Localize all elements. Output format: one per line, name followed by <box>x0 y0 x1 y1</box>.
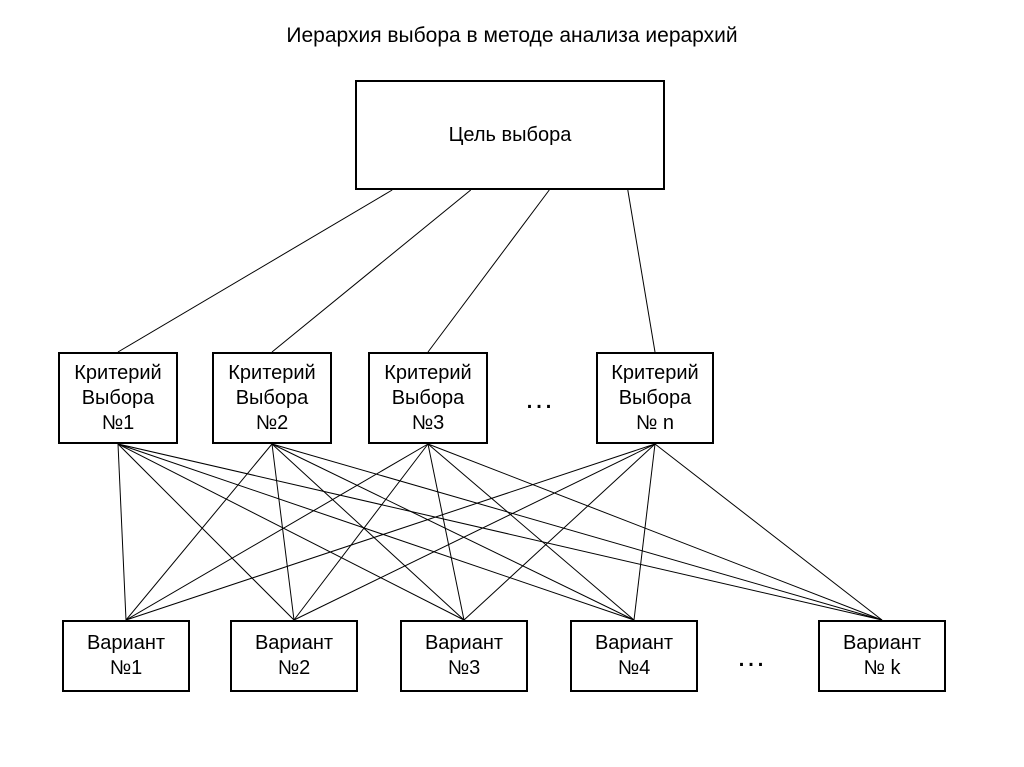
criterion-node: Критерий Выбора №1 <box>58 352 178 444</box>
variant-label: Вариант № k <box>843 631 921 681</box>
variant-node: Вариант №1 <box>62 620 190 692</box>
criterion-label: Критерий Выбора №2 <box>228 361 315 436</box>
criterion-node: Критерий Выбора №3 <box>368 352 488 444</box>
goal-label: Цель выбора <box>449 123 572 148</box>
variant-node: Вариант № k <box>818 620 946 692</box>
variant-label: Вариант №3 <box>425 631 503 681</box>
goal-node: Цель выбора <box>355 80 665 190</box>
variant-label: Вариант №2 <box>255 631 333 681</box>
criterion-label: Критерий Выбора №1 <box>74 361 161 436</box>
criterion-node: Критерий Выбора № n <box>596 352 714 444</box>
variant-label: Вариант №4 <box>595 631 673 681</box>
criterion-label: Критерий Выбора № n <box>611 361 698 436</box>
ellipsis-icon: … <box>524 382 558 416</box>
variant-node: Вариант №2 <box>230 620 358 692</box>
criterion-node: Критерий Выбора №2 <box>212 352 332 444</box>
diagram-stage: Иерархия выбора в методе анализа иерархи… <box>0 0 1024 767</box>
variant-node: Вариант №4 <box>570 620 698 692</box>
variant-node: Вариант №3 <box>400 620 528 692</box>
variant-label: Вариант №1 <box>87 631 165 681</box>
ellipsis-icon: … <box>736 640 770 674</box>
criterion-label: Критерий Выбора №3 <box>384 361 471 436</box>
